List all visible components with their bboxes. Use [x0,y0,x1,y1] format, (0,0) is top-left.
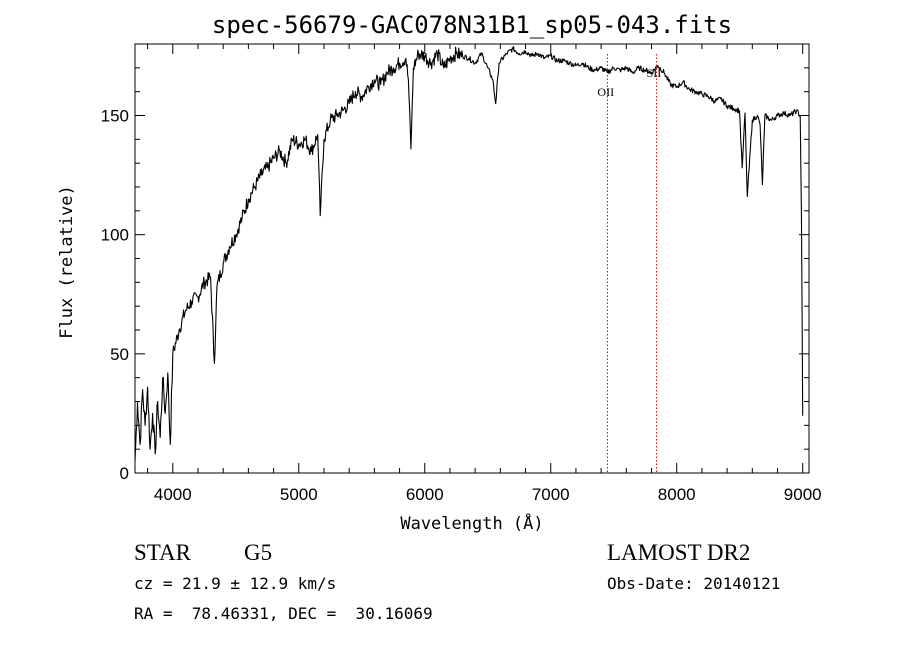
object-subclass: G5 [244,540,273,565]
y-axis: 0 50 100 150 [101,67,809,483]
x-axis: 4000 5000 6000 7000 8000 9000 [147,44,822,504]
coordinates: RA = 78.46331, DEC = 30.16069 [134,604,433,623]
x-tick-label: 5000 [280,485,318,504]
x-tick-label: 4000 [154,485,192,504]
y-tick-label: 0 [120,464,129,483]
redshift-cz: cz = 21.9 ± 12.9 km/s [134,574,337,593]
x-tick-label: 8000 [658,485,696,504]
y-tick-label: 150 [101,107,129,126]
x-tick-label: 9000 [784,485,822,504]
chart-title: spec-56679-GAC078N31B1_sp05-043.fits [212,11,732,39]
y-tick-label: 100 [101,226,129,245]
x-tick-label: 6000 [406,485,444,504]
survey-name: LAMOST DR2 [607,540,751,565]
spectrum-line [134,46,804,462]
y-axis-label: Flux (relative) [57,185,77,339]
emission-line-markers: OII SII [597,54,661,473]
object-class: STAR [134,540,191,565]
marker-label-oii: OII [597,85,614,99]
x-axis-label: Wavelength (Å) [400,512,543,534]
plot-frame [134,43,810,474]
y-tick-label: 50 [110,345,129,364]
marker-label-sii: SII [647,66,662,80]
x-tick-label: 7000 [532,485,570,504]
observation-date: Obs-Date: 20140121 [607,574,781,593]
